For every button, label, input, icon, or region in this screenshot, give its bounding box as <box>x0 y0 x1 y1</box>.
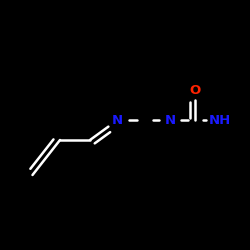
Circle shape <box>188 83 202 97</box>
Circle shape <box>163 113 177 127</box>
Text: N: N <box>164 114 175 126</box>
Text: NH: NH <box>209 114 231 126</box>
Text: O: O <box>190 84 200 96</box>
Circle shape <box>110 113 124 127</box>
Circle shape <box>210 110 230 130</box>
Text: N: N <box>112 114 123 126</box>
